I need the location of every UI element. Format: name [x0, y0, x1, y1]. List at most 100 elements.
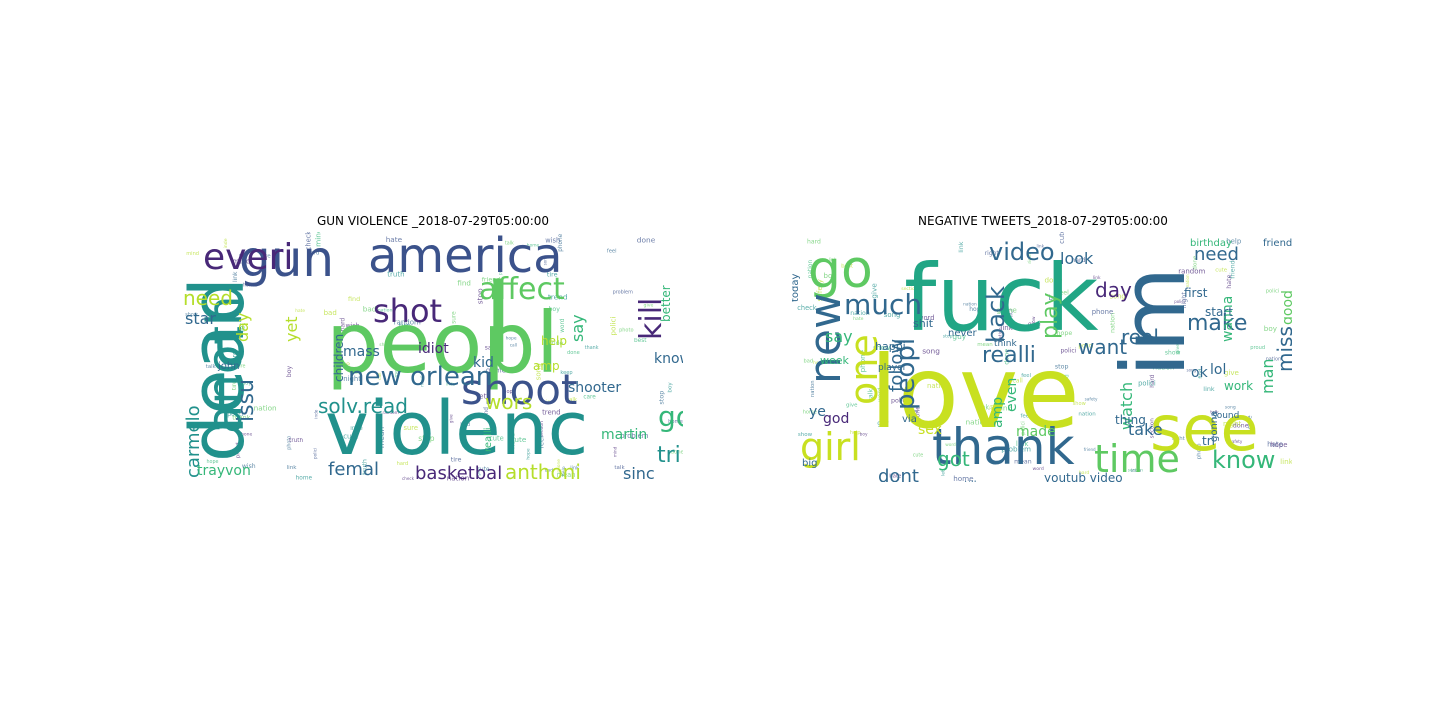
filler-word: hate: [889, 474, 902, 480]
word-negative-tweets-video: video: [989, 238, 1055, 266]
word-negative-tweets-watch: watch: [1117, 382, 1136, 430]
word-negative-tweets-make: make: [1187, 311, 1247, 336]
filler-word: problem: [1001, 444, 1031, 453]
filler-word: problem: [620, 432, 649, 440]
filler-word: song: [1187, 368, 1197, 373]
filler-word: nation: [810, 380, 816, 397]
filler-word: guy: [877, 420, 889, 427]
filler-word: thank: [585, 345, 599, 351]
word-gun-violence-realli: realli: [483, 427, 494, 452]
filler-word: photo: [619, 327, 633, 333]
filler-word: night: [1180, 292, 1188, 309]
filler-word: show: [798, 432, 813, 438]
word-negative-tweets-start: start: [1205, 305, 1233, 319]
filler-word: cute: [913, 453, 924, 459]
filler-word: help: [850, 430, 861, 436]
word-negative-tweets-ye: ye: [809, 404, 826, 420]
filler-word: right: [1027, 253, 1033, 264]
filler-word: done: [1045, 276, 1064, 285]
word-gun-violence-need: need: [183, 286, 233, 310]
filler-word: song: [922, 346, 940, 355]
filler-word: random: [383, 410, 399, 415]
filler-word: mind: [542, 399, 554, 405]
filler-word: feel: [607, 249, 617, 255]
filler-word: care: [583, 395, 596, 401]
filler-word: proud: [989, 405, 1002, 411]
filler-word: truth: [289, 438, 303, 444]
filler-word: song: [1110, 293, 1126, 301]
word-gun-violence-basketbal: basketbal: [415, 463, 502, 482]
filler-word: polici: [313, 448, 319, 459]
filler-word: keep: [560, 370, 572, 376]
word-negative-tweets-week: week: [820, 354, 850, 367]
filler-word: done: [914, 406, 922, 422]
filler-word: right: [1172, 436, 1185, 442]
word-gun-violence-everi: everi: [203, 237, 293, 278]
filler-word: section: [901, 286, 918, 292]
filler-word: mean: [394, 364, 399, 377]
word-gun-violence-peopl: peopl: [326, 294, 559, 392]
word-negative-tweets-need: need: [1194, 244, 1239, 265]
filler-word: stop: [943, 334, 953, 340]
filler-word: show: [1073, 401, 1086, 407]
filler-word: feel: [1021, 373, 1031, 379]
filler-word: done: [671, 450, 683, 456]
filler-word: tire: [451, 456, 462, 464]
filler-word: help: [1226, 238, 1241, 246]
filler-word: find: [484, 407, 490, 418]
word-negative-tweets-miss: miss: [1273, 326, 1292, 372]
filler-word: hate: [853, 316, 864, 322]
filler-word: nation: [378, 308, 393, 314]
word-gun-violence-kid: kid: [473, 355, 494, 371]
word-negative-tweets-player: player: [878, 363, 907, 373]
word-gun-violence-go: go: [658, 400, 683, 433]
word-gun-violence-new-orlean: new orlean: [348, 362, 492, 392]
filler-word: cute: [1246, 415, 1253, 429]
filler-word: polici: [1078, 344, 1093, 350]
wordcloud-canvas-negative-tweets: safetyshowshowshowgivecuteletwordhardhom…: [792, 232, 1292, 482]
filler-word: nation: [1266, 357, 1281, 363]
filler-word: show: [873, 344, 891, 352]
word-gun-violence-day: day: [233, 313, 252, 342]
filler-word: link: [1016, 439, 1029, 448]
filler-word: polici: [1174, 299, 1185, 304]
word-negative-tweets-tri: tri: [1202, 434, 1215, 448]
filler-word: trend: [989, 405, 995, 417]
filler-word: night: [1223, 419, 1241, 428]
word-negative-tweets-wanna: wanna: [1220, 296, 1236, 342]
filler-word: give: [1224, 368, 1239, 377]
word-negative-tweets-good: good: [1280, 290, 1292, 325]
filler-word: song: [542, 255, 547, 265]
word-negative-tweets-fuck: fuck: [904, 245, 1099, 352]
filler-word: phone: [556, 459, 562, 473]
filler-word: hope: [525, 448, 531, 459]
word-gun-violence-gun: gun: [239, 232, 334, 288]
filler-word: home: [243, 283, 257, 289]
filler-word: sure: [451, 311, 457, 324]
filler-word: song: [1225, 405, 1236, 410]
filler-word: call: [377, 373, 383, 380]
filler-word: wish: [242, 463, 256, 470]
filler-word: boy: [549, 306, 561, 313]
filler-word: cute: [477, 467, 490, 473]
filler-word: link: [1093, 275, 1101, 281]
filler-word: hard: [397, 461, 409, 467]
filler-word: word: [945, 442, 956, 448]
filler-word: talk: [1210, 410, 1219, 416]
filler-word: mind: [613, 446, 618, 457]
filler-word: home: [813, 360, 826, 366]
filler-word: wish: [346, 323, 360, 330]
word-gun-violence-trayvon: trayvon: [197, 463, 251, 479]
filler-word: nation: [1185, 274, 1190, 287]
filler-word: call: [510, 343, 517, 349]
filler-word: check: [305, 232, 313, 250]
filler-word: problem: [613, 290, 633, 296]
word-gun-violence-l: l: [483, 260, 514, 388]
filler-word: talk: [206, 364, 217, 370]
filler-word: polici: [891, 398, 908, 405]
word-negative-tweets-ok: ok: [1191, 365, 1209, 381]
filler-word: game: [996, 305, 1017, 314]
filler-word: word: [560, 318, 566, 333]
filler-word: phone: [1092, 308, 1114, 316]
word-negative-tweets-realli: realli: [982, 343, 1036, 368]
